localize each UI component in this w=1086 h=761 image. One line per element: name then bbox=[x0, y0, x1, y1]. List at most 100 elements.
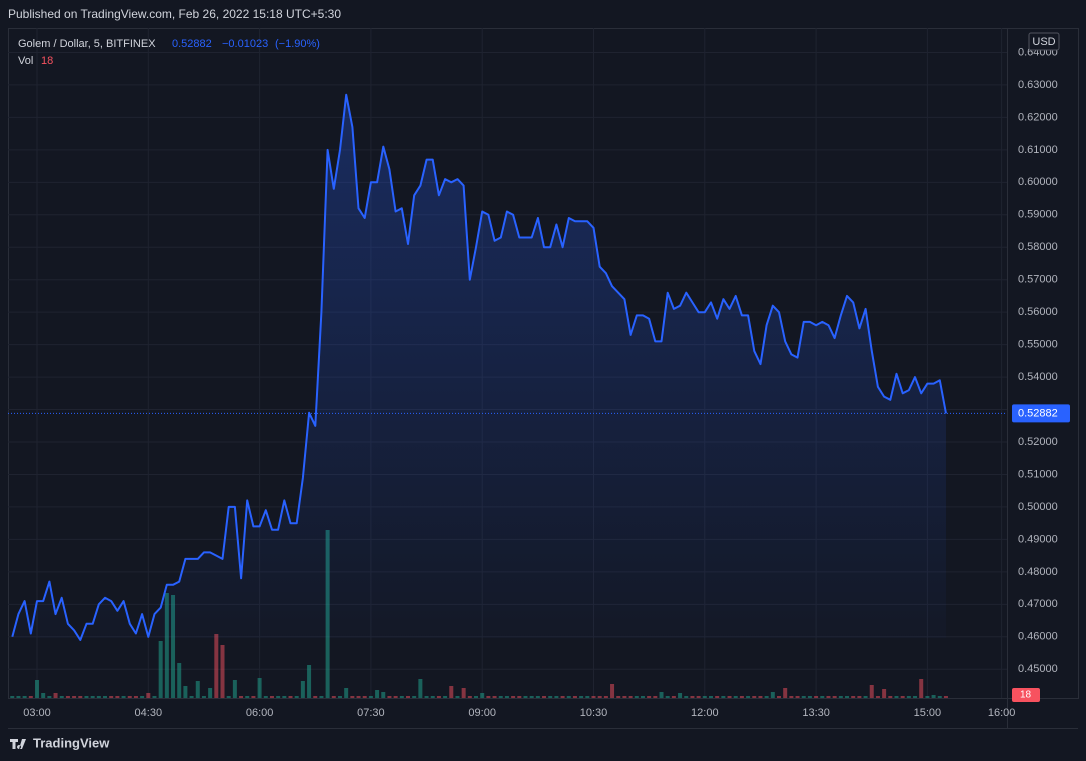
volume-bar bbox=[603, 696, 608, 698]
volume-bar bbox=[356, 696, 361, 698]
volume-bar bbox=[195, 681, 200, 698]
volume-bar bbox=[542, 696, 547, 698]
volume-bar bbox=[869, 685, 874, 698]
brand: TradingView bbox=[10, 735, 110, 750]
volume-bar bbox=[269, 696, 274, 698]
volume-bar bbox=[814, 696, 819, 698]
volume-bar bbox=[653, 696, 658, 698]
x-tick-label: 15:00 bbox=[914, 707, 942, 719]
volume-bar bbox=[47, 696, 52, 698]
volume-bar bbox=[486, 696, 491, 698]
price-area bbox=[12, 94, 947, 640]
volume-bar bbox=[418, 679, 423, 698]
volume-bar bbox=[183, 686, 188, 698]
price-plot bbox=[8, 93, 1007, 641]
volume-bar bbox=[647, 696, 652, 698]
volume-bar bbox=[164, 593, 169, 698]
volume-bar bbox=[177, 663, 182, 698]
volume-bar bbox=[449, 686, 454, 698]
price-line bbox=[11, 93, 947, 641]
volume-bar bbox=[671, 696, 676, 698]
volume-bar bbox=[239, 696, 244, 698]
volume-bar bbox=[795, 696, 800, 698]
volume-bar bbox=[739, 696, 744, 698]
y-tick-label: 0.48000 bbox=[1018, 566, 1058, 578]
volume-label: Vol bbox=[18, 55, 33, 67]
volume-bar bbox=[121, 696, 126, 698]
volume-bar bbox=[84, 696, 89, 698]
volume-bar bbox=[90, 696, 95, 698]
volume-bar bbox=[758, 696, 763, 698]
price-axis: 0.45000 0.46000 0.47000 0.48000 0.49000 0.500… bbox=[1012, 46, 1070, 702]
volume-bar bbox=[109, 696, 114, 698]
volume-bar bbox=[727, 696, 732, 698]
volume-bar bbox=[368, 696, 373, 698]
volume-bar bbox=[579, 696, 584, 698]
volume-bar bbox=[913, 696, 918, 698]
volume-bar bbox=[288, 696, 293, 698]
volume-bar bbox=[406, 696, 410, 698]
volume-bar bbox=[344, 688, 349, 698]
volume-bar bbox=[684, 696, 689, 698]
volume-bar bbox=[350, 696, 355, 698]
volume-bar bbox=[226, 696, 231, 698]
volume-bar bbox=[733, 696, 738, 698]
volume-bar bbox=[362, 696, 367, 698]
volume-bar bbox=[640, 696, 645, 698]
volume-bar bbox=[529, 696, 534, 698]
symbol-title: Golem / Dollar, 5, BITFINEX bbox=[18, 38, 156, 50]
volume-bar bbox=[875, 696, 880, 698]
x-tick-label: 13:30 bbox=[802, 707, 830, 719]
volume-bar bbox=[517, 696, 522, 698]
y-tick-label: 0.59000 bbox=[1018, 209, 1058, 221]
price-change-percent: (−1.90%) bbox=[275, 38, 320, 50]
last-volume-box bbox=[1012, 688, 1040, 702]
x-tick-label: 16:00 bbox=[988, 707, 1016, 719]
volume-bar bbox=[146, 693, 151, 698]
volume-bar bbox=[10, 696, 15, 698]
y-tick-label: 0.58000 bbox=[1018, 241, 1058, 253]
last-price-label: 0.52882 bbox=[1018, 407, 1058, 419]
volume-bar bbox=[504, 696, 509, 698]
volume-bar bbox=[572, 696, 577, 698]
volume-bar bbox=[430, 696, 435, 698]
last-price: 0.52882 bbox=[172, 38, 212, 50]
volume-bar bbox=[900, 696, 905, 698]
last-volume-label: 18 bbox=[1020, 690, 1032, 701]
volume-last: 18 bbox=[41, 55, 53, 67]
volume-bar bbox=[263, 696, 268, 698]
volume-bar bbox=[610, 684, 615, 698]
volume-bar bbox=[789, 696, 794, 698]
x-tick-label: 04:30 bbox=[135, 707, 163, 719]
volume-bar bbox=[659, 692, 664, 698]
volume-bar bbox=[480, 693, 485, 698]
volume-bar bbox=[851, 696, 856, 698]
volume-bar bbox=[696, 696, 701, 698]
volume-bar bbox=[171, 595, 176, 698]
volume-bar bbox=[777, 696, 781, 698]
y-tick-label: 0.50000 bbox=[1018, 501, 1058, 513]
volume-bar bbox=[455, 696, 460, 698]
volume-bar bbox=[133, 696, 138, 698]
volume-bar bbox=[257, 678, 262, 698]
volume-bar bbox=[622, 696, 627, 698]
volume-bar bbox=[801, 696, 806, 698]
volume-bar bbox=[313, 696, 318, 698]
volume-bar bbox=[616, 696, 621, 698]
volume-bar bbox=[690, 696, 695, 698]
volume-bar bbox=[387, 696, 392, 698]
currency: USD bbox=[1032, 36, 1055, 48]
volume-bar bbox=[752, 696, 757, 698]
volume-bar bbox=[78, 696, 83, 698]
volume-bar bbox=[863, 696, 868, 698]
volume-bar bbox=[72, 696, 77, 698]
volume-bar bbox=[381, 692, 386, 698]
volume-bar bbox=[443, 696, 448, 698]
volume-bar bbox=[597, 696, 602, 698]
y-tick-label: 0.52000 bbox=[1018, 436, 1058, 448]
volume-bar bbox=[585, 696, 590, 698]
volume-bar bbox=[535, 696, 540, 698]
volume-bar bbox=[474, 696, 479, 698]
